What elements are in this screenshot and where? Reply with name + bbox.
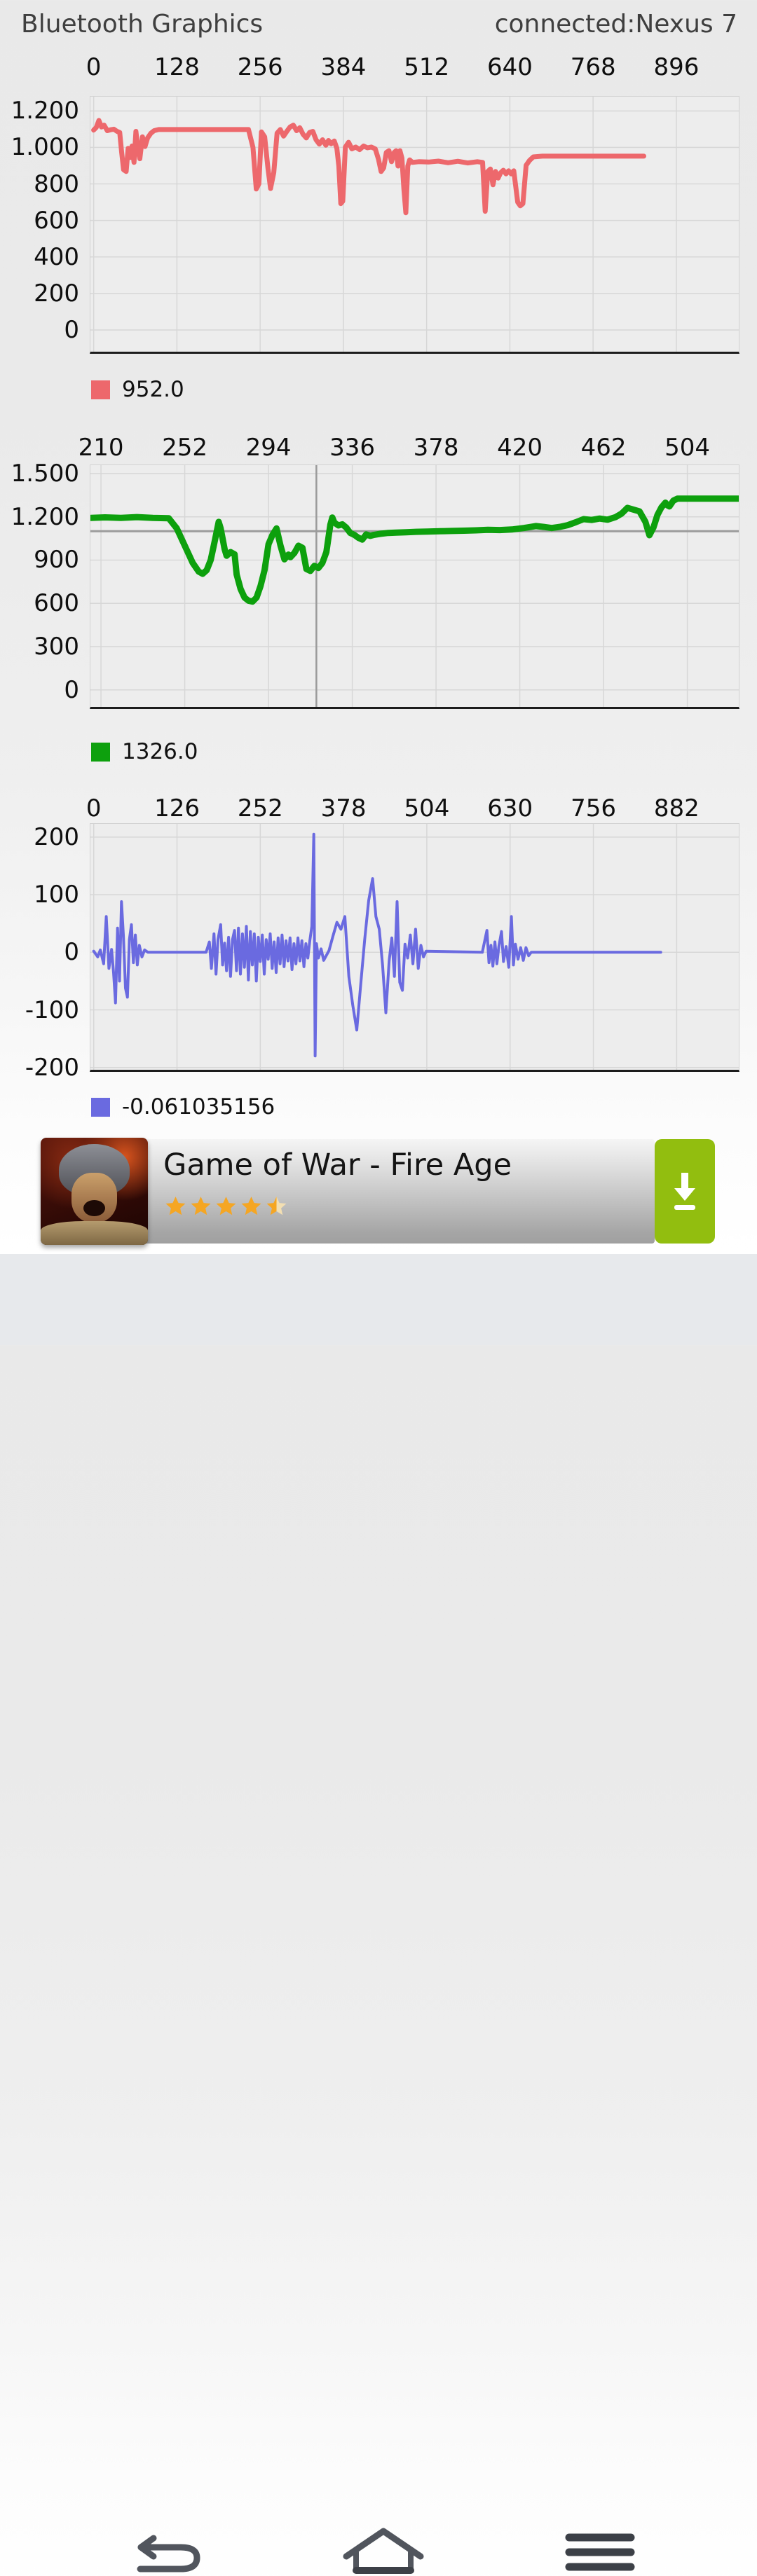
y-tick-label: -200 <box>25 1053 79 1082</box>
back-button[interactable] <box>130 2532 210 2574</box>
legend-blue: -0.061035156 <box>91 1094 275 1120</box>
ad-banner[interactable]: Game of War - Fire Age <box>41 1138 715 1245</box>
x-tick-label: 896 <box>653 53 700 81</box>
x-tick-label: 336 <box>329 434 376 462</box>
y-tick-label: 0 <box>64 675 79 704</box>
y-tick-label: 300 <box>34 632 79 661</box>
legend-green: 1326.0 <box>91 739 198 764</box>
star-icon <box>241 1197 261 1215</box>
ad-app-icon[interactable] <box>41 1138 148 1245</box>
legend-red: 952.0 <box>91 377 184 402</box>
x-tick-label: 0 <box>86 53 102 81</box>
legend-green-value: 1326.0 <box>122 739 198 764</box>
nav-bar <box>0 1254 757 2574</box>
y-tick-label: 400 <box>34 242 79 271</box>
plot-area: 210 252 294 336 378 420 462 504 1.500 1.200 900 600… <box>11 434 739 709</box>
x-tick-label: 252 <box>237 794 283 822</box>
legend-green-swatch <box>91 742 110 762</box>
home-button[interactable] <box>341 2526 426 2576</box>
x-tick-label: 128 <box>154 53 200 81</box>
star-icon <box>165 1197 186 1215</box>
star-icon <box>216 1197 236 1215</box>
y-tick-label: 600 <box>34 206 79 235</box>
legend-red-value: 952.0 <box>122 377 184 402</box>
x-tick-label: 756 <box>571 794 616 822</box>
x-tick-label: 768 <box>570 53 616 81</box>
x-tick-label: 378 <box>413 434 459 462</box>
y-tick-label: 1.200 <box>11 97 79 125</box>
y-tick-label: 100 <box>34 881 79 909</box>
legend-blue-swatch <box>91 1097 110 1117</box>
x-tick-label: 882 <box>653 794 700 822</box>
y-tick-label: 0 <box>64 938 79 967</box>
y-tick-label: 600 <box>34 589 79 618</box>
ad-icon-art <box>41 1221 148 1245</box>
ad-title: Game of War - Fire Age <box>163 1148 512 1183</box>
x-tick-label: 294 <box>245 434 292 462</box>
app-title: Bluetooth Graphics <box>21 10 264 39</box>
download-button[interactable] <box>655 1139 715 1244</box>
download-icon <box>674 1172 695 1210</box>
x-tick-label: 640 <box>486 53 533 81</box>
star-icon <box>266 1197 287 1215</box>
y-tick-label: 900 <box>34 546 79 574</box>
ad-icon-art <box>83 1199 105 1216</box>
x-tick-label: 210 <box>78 434 124 462</box>
y-tick-label: 800 <box>34 170 79 198</box>
y-tick-label: 1.200 <box>11 502 79 531</box>
x-tick-label: 504 <box>404 794 450 822</box>
x-tick-label: 252 <box>162 434 208 462</box>
y-tick-label: -100 <box>25 996 79 1024</box>
x-tick-label: 256 <box>237 53 283 81</box>
star-icon <box>191 1197 211 1215</box>
y-tick-label: 0 <box>64 315 79 344</box>
menu-button[interactable] <box>564 2532 636 2572</box>
x-tick-label: 0 <box>86 794 102 822</box>
star-rating <box>165 1195 287 1217</box>
y-tick-label: 1.500 <box>11 459 79 488</box>
x-tick-label: 630 <box>487 794 533 822</box>
x-tick-label: 462 <box>580 434 627 462</box>
x-tick-label: 504 <box>664 434 711 462</box>
app-header: Bluetooth Graphics connected:Nexus 7 <box>21 10 737 39</box>
plot-area: 0 126 252 378 504 630 756 882 200 100 0 -100 -200 <box>25 794 739 1082</box>
y-tick-label: 1.000 <box>11 133 79 162</box>
x-tick-label: 420 <box>497 434 543 462</box>
x-tick-label: 378 <box>320 794 367 822</box>
x-tick-label: 126 <box>154 794 200 822</box>
legend-red-swatch <box>91 380 110 399</box>
x-tick-label: 512 <box>404 53 450 81</box>
connection-status: connected:Nexus 7 <box>494 10 737 39</box>
x-tick-label: 384 <box>320 53 367 81</box>
plot-area: 0 128 256 384 512 640 768 896 1.200 1.000 800 600 40… <box>11 53 739 354</box>
y-tick-label: 200 <box>34 822 79 851</box>
legend-blue-value: -0.061035156 <box>122 1094 275 1120</box>
y-tick-label: 200 <box>34 279 79 308</box>
